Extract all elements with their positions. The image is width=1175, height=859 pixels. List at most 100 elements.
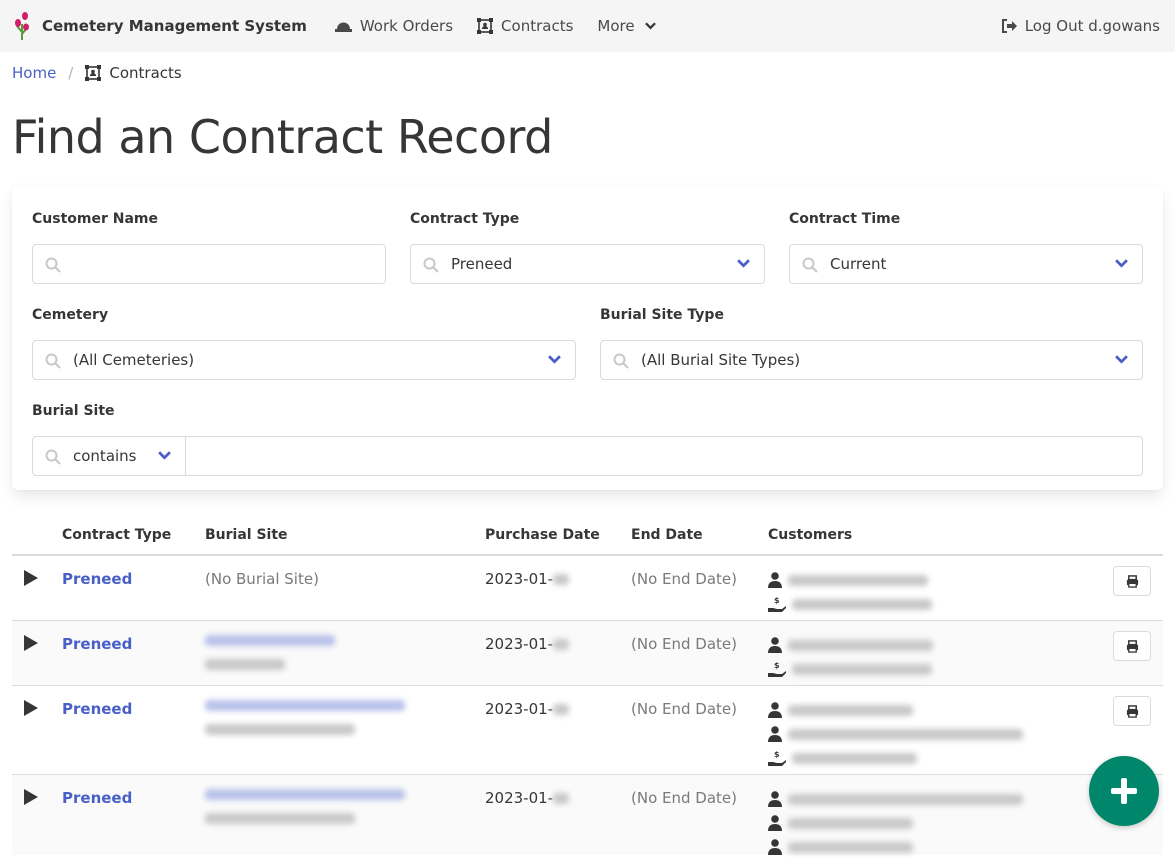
header-burial-site: Burial Site — [205, 527, 288, 543]
customers-list — [768, 787, 1023, 859]
purchase-date: 2023-01- — [485, 570, 570, 588]
contract-type-value: Preneed — [451, 255, 513, 273]
expand-icon[interactable] — [24, 700, 38, 716]
burial-site-field: Burial Site contains — [32, 403, 1143, 476]
header-divider — [12, 554, 1163, 556]
print-button[interactable] — [1113, 631, 1151, 661]
expand-icon[interactable] — [24, 570, 38, 586]
redacted-text — [553, 639, 570, 650]
contract-type-label: Contract Type — [410, 211, 520, 227]
print-button[interactable] — [1113, 696, 1151, 726]
burial-site-link[interactable] — [205, 635, 335, 646]
contract-type-select[interactable]: Preneed — [410, 244, 765, 284]
contract-time-value: Current — [830, 255, 887, 273]
app-title: Cemetery Management System — [42, 17, 307, 35]
print-icon — [1126, 705, 1139, 718]
logout-label: Log Out d.gowans — [1024, 17, 1160, 35]
print-icon — [1126, 575, 1139, 588]
contract-icon — [85, 65, 101, 81]
tulip-logo-icon — [15, 12, 29, 40]
end-date-text: (No End Date) — [631, 789, 737, 807]
chevron-down-icon — [737, 259, 750, 268]
cemetery-value: (All Cemeteries) — [73, 351, 195, 369]
table-row: Preneed 2023-01- (No End Date) — [12, 775, 1163, 855]
contract-type-link[interactable]: Preneed — [62, 570, 133, 588]
contract-icon — [477, 18, 493, 34]
expand-icon[interactable] — [24, 789, 38, 805]
search-icon — [423, 257, 439, 273]
table-row: Preneed 2023-01- (No End Date) — [12, 621, 1163, 686]
cemetery-select[interactable]: (All Cemeteries) — [32, 340, 576, 380]
redacted-text — [792, 752, 917, 764]
contract-time-label: Contract Time — [789, 211, 901, 227]
burial-site-label: Burial Site — [32, 403, 115, 419]
expand-icon[interactable] — [24, 635, 38, 651]
search-icon — [45, 353, 61, 369]
nav-work-orders-label: Work Orders — [359, 17, 454, 35]
redacted-text — [788, 639, 933, 651]
page-title: Find an Contract Record — [12, 110, 553, 164]
redacted-text — [205, 724, 355, 735]
breadcrumb-current: Contracts — [109, 64, 182, 82]
header-purchase-date: Purchase Date — [485, 527, 600, 543]
purchase-date-text: 2023-01- — [485, 570, 554, 588]
burial-site-input[interactable] — [186, 436, 1143, 476]
brand-link[interactable]: Cemetery Management System — [14, 12, 307, 40]
chevron-down-icon — [644, 22, 656, 30]
burial-site-type-field: Burial Site Type (All Burial Site Types) — [600, 307, 1143, 380]
cemetery-field: Cemetery (All Cemeteries) — [32, 307, 576, 380]
breadcrumb-separator: / — [68, 64, 74, 82]
redacted-text — [788, 817, 913, 829]
user-icon — [768, 815, 782, 831]
nav-more-dropdown[interactable]: More — [597, 17, 663, 35]
burial-site-operator-select[interactable]: contains — [32, 436, 186, 476]
contract-time-select[interactable]: Current — [789, 244, 1143, 284]
table-row: Preneed (No Burial Site) 2023-01- (No En… — [12, 556, 1163, 621]
chevron-down-icon — [158, 451, 171, 460]
purchase-date-text: 2023-01- — [485, 789, 554, 807]
search-icon — [45, 449, 61, 465]
add-contract-button[interactable] — [1089, 756, 1159, 826]
burial-site-cell — [205, 635, 335, 670]
user-icon — [768, 839, 782, 855]
purchaser-hand-dollar-icon — [768, 596, 786, 612]
redacted-text — [788, 841, 913, 853]
nav-contracts[interactable]: Contracts — [477, 17, 573, 35]
redacted-text — [788, 793, 1023, 805]
redacted-text — [553, 704, 570, 715]
contract-type-link[interactable]: Preneed — [62, 789, 133, 807]
sign-out-icon — [1001, 19, 1017, 33]
search-icon — [802, 257, 818, 273]
cemetery-label: Cemetery — [32, 307, 109, 323]
customer-name-label: Customer Name — [32, 211, 158, 227]
purchase-date: 2023-01- — [485, 700, 570, 718]
redacted-text — [788, 728, 1023, 740]
redacted-text — [205, 659, 285, 670]
purchaser-hand-dollar-icon — [768, 661, 786, 677]
navbar: Cemetery Management System Work Orders C… — [0, 0, 1175, 52]
print-icon — [1126, 640, 1139, 653]
user-icon — [768, 702, 782, 718]
redacted-text — [788, 574, 928, 586]
burial-site-cell — [205, 789, 405, 824]
contract-type-link[interactable]: Preneed — [62, 635, 133, 653]
logout-link[interactable]: Log Out d.gowans — [1001, 0, 1160, 52]
burial-site-type-select[interactable]: (All Burial Site Types) — [600, 340, 1143, 380]
breadcrumb-home[interactable]: Home — [12, 64, 57, 82]
redacted-text — [553, 793, 570, 804]
purchaser-hand-dollar-icon — [768, 750, 786, 766]
print-button[interactable] — [1113, 566, 1151, 596]
hard-hat-icon — [334, 22, 352, 32]
burial-site-link[interactable] — [205, 789, 405, 800]
customers-list — [768, 698, 1023, 770]
burial-site-type-label: Burial Site Type — [600, 307, 724, 323]
contract-type-link[interactable]: Preneed — [62, 700, 133, 718]
purchase-date-text: 2023-01- — [485, 635, 554, 653]
redacted-text — [553, 574, 570, 585]
plus-icon — [1111, 778, 1137, 804]
nav-work-orders[interactable]: Work Orders — [334, 17, 454, 35]
redacted-text — [788, 704, 913, 716]
customer-name-input[interactable] — [32, 244, 386, 284]
end-date-text: (No End Date) — [631, 570, 737, 588]
burial-site-link[interactable] — [205, 700, 405, 711]
